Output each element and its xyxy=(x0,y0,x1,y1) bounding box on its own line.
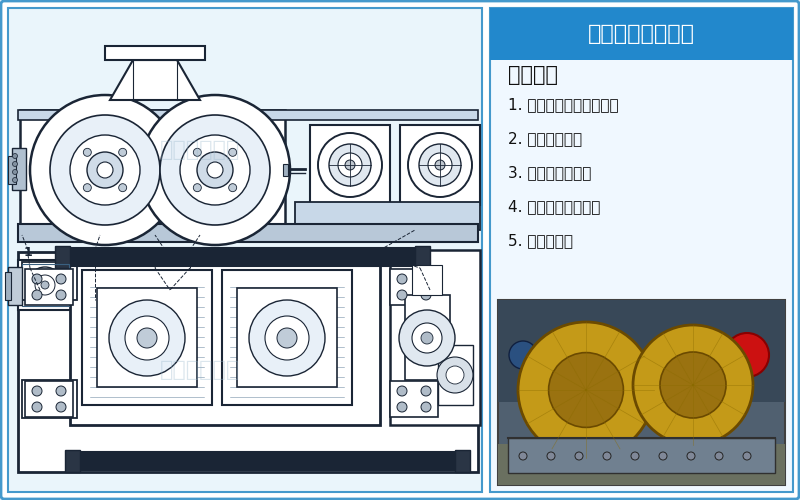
Circle shape xyxy=(194,184,202,192)
Text: 1. 调节螺栓（调节弹簧）: 1. 调节螺栓（调节弹簧） xyxy=(508,98,618,112)
Circle shape xyxy=(32,402,42,412)
Circle shape xyxy=(109,300,185,376)
Circle shape xyxy=(35,275,55,295)
Circle shape xyxy=(13,170,18,174)
Circle shape xyxy=(140,95,290,245)
Circle shape xyxy=(56,386,66,396)
Circle shape xyxy=(125,316,169,360)
Text: 3. 辊皮（易损件）: 3. 辊皮（易损件） xyxy=(508,166,591,180)
Circle shape xyxy=(249,300,325,376)
Bar xyxy=(22,262,77,300)
Circle shape xyxy=(633,325,753,445)
Bar xyxy=(5,272,11,300)
Circle shape xyxy=(97,162,113,178)
Bar xyxy=(455,450,470,472)
Bar xyxy=(8,156,16,184)
Circle shape xyxy=(83,184,91,192)
Text: 皮带对辊机结构图: 皮带对辊机结构图 xyxy=(588,24,695,44)
Circle shape xyxy=(197,152,233,188)
Bar xyxy=(390,269,438,305)
Circle shape xyxy=(412,323,442,353)
Text: 5: 5 xyxy=(376,246,384,258)
Text: 主要部件: 主要部件 xyxy=(508,65,558,85)
Bar xyxy=(20,110,285,230)
Circle shape xyxy=(265,316,309,360)
Circle shape xyxy=(345,160,355,170)
Bar xyxy=(405,295,450,380)
Circle shape xyxy=(408,133,472,197)
Bar xyxy=(310,125,390,205)
Bar xyxy=(498,300,785,402)
Circle shape xyxy=(118,184,126,192)
Text: 1: 1 xyxy=(24,246,32,258)
Circle shape xyxy=(41,281,49,289)
Bar xyxy=(498,444,785,485)
Bar xyxy=(415,246,430,268)
Circle shape xyxy=(603,452,611,460)
Bar xyxy=(390,381,438,417)
Bar xyxy=(97,288,197,387)
Circle shape xyxy=(87,152,123,188)
Circle shape xyxy=(32,274,42,284)
Circle shape xyxy=(687,452,695,460)
Circle shape xyxy=(397,274,407,284)
Bar xyxy=(18,110,478,120)
Circle shape xyxy=(715,452,723,460)
Circle shape xyxy=(318,133,382,197)
Circle shape xyxy=(575,452,583,460)
Circle shape xyxy=(229,184,237,192)
Bar xyxy=(75,452,455,470)
Circle shape xyxy=(13,162,18,166)
Bar xyxy=(390,250,480,425)
Bar xyxy=(237,288,337,387)
Bar xyxy=(70,250,380,425)
Circle shape xyxy=(399,310,455,366)
Circle shape xyxy=(509,341,537,369)
Bar xyxy=(8,8,482,492)
Circle shape xyxy=(56,402,66,412)
Circle shape xyxy=(180,135,250,205)
Bar xyxy=(498,300,785,485)
Circle shape xyxy=(421,290,431,300)
Circle shape xyxy=(70,135,140,205)
Circle shape xyxy=(50,115,160,225)
Circle shape xyxy=(32,386,42,396)
Bar xyxy=(490,8,793,492)
Circle shape xyxy=(397,386,407,396)
Bar xyxy=(438,345,473,405)
Circle shape xyxy=(421,402,431,412)
Circle shape xyxy=(725,333,769,377)
Text: 2: 2 xyxy=(90,246,99,258)
Circle shape xyxy=(30,95,180,245)
Circle shape xyxy=(32,290,42,300)
Circle shape xyxy=(56,274,66,284)
Circle shape xyxy=(659,452,667,460)
Bar xyxy=(22,380,77,418)
Circle shape xyxy=(13,154,18,158)
Circle shape xyxy=(549,352,623,428)
Circle shape xyxy=(160,115,270,225)
Circle shape xyxy=(27,267,63,303)
Circle shape xyxy=(428,153,452,177)
Bar xyxy=(105,46,205,60)
Circle shape xyxy=(519,452,527,460)
Circle shape xyxy=(421,386,431,396)
Text: 4: 4 xyxy=(156,246,164,258)
Circle shape xyxy=(137,328,157,348)
Circle shape xyxy=(207,162,223,178)
Circle shape xyxy=(277,328,297,348)
Bar xyxy=(82,270,212,405)
Bar xyxy=(65,450,80,472)
Text: 现众金联机械: 现众金联机械 xyxy=(160,140,240,160)
Text: 4. 刮板（处理湿料）: 4. 刮板（处理湿料） xyxy=(508,200,600,214)
Circle shape xyxy=(194,148,202,156)
Circle shape xyxy=(338,153,362,177)
Bar xyxy=(295,202,480,230)
Bar xyxy=(25,269,73,305)
Circle shape xyxy=(329,144,371,186)
Circle shape xyxy=(660,352,726,418)
Circle shape xyxy=(56,290,66,300)
Circle shape xyxy=(421,332,433,344)
Bar xyxy=(490,8,793,60)
